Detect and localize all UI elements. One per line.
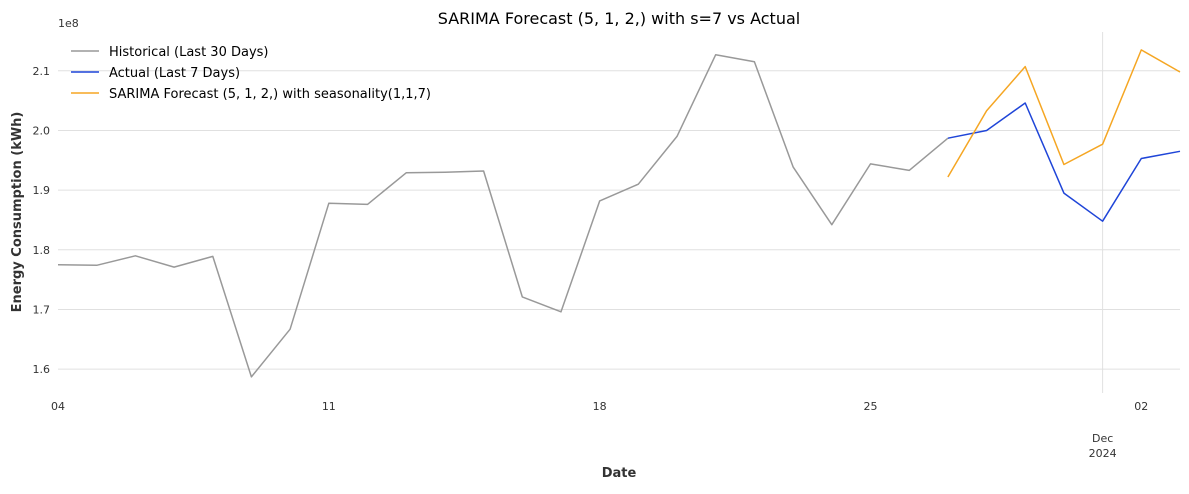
y-tick-label: 1.7 <box>33 303 51 316</box>
y-tick-label: 1.9 <box>33 184 51 197</box>
x-tick-label: 04 <box>51 400 65 413</box>
legend: Historical (Last 30 Days) Actual (Last 7 … <box>71 45 431 102</box>
series-line-0 <box>57 53 949 378</box>
y-axis-label: Energy Consumption (kWh) <box>10 112 25 313</box>
grid <box>58 32 1180 393</box>
x-axis-label: Date <box>602 466 637 481</box>
x-tick-label: 11 <box>322 400 336 413</box>
legend-label: Actual (Last 7 Days) <box>109 66 240 81</box>
series-line-2 <box>947 49 1181 178</box>
x-major-tick-month: Dec <box>1092 432 1113 445</box>
x-tick-label: 18 <box>593 400 607 413</box>
legend-label: SARIMA Forecast (5, 1, 2,) with seasonal… <box>109 87 431 102</box>
x-major-tick-year: 2024 <box>1089 447 1117 460</box>
x-tick-labels: Dec 2024 04 11 18 25 02 <box>51 400 1148 460</box>
y-tick-labels: 1.6 1.7 1.8 1.9 2.0 2.1 <box>33 65 51 376</box>
x-tick-label: 02 <box>1134 400 1148 413</box>
y-tick-label: 1.6 <box>33 363 51 376</box>
y-tick-label: 2.0 <box>33 124 51 137</box>
y-tick-label: 2.1 <box>33 65 51 78</box>
chart-title: SARIMA Forecast (5, 1, 2,) with s=7 vs A… <box>438 9 800 28</box>
x-tick-label: 25 <box>863 400 877 413</box>
series-line-1 <box>947 102 1181 222</box>
y-tick-label: 1.8 <box>33 244 51 257</box>
series-layer <box>57 49 1181 378</box>
legend-label: Historical (Last 30 Days) <box>109 45 269 60</box>
y-offset-label: 1e8 <box>58 17 79 30</box>
